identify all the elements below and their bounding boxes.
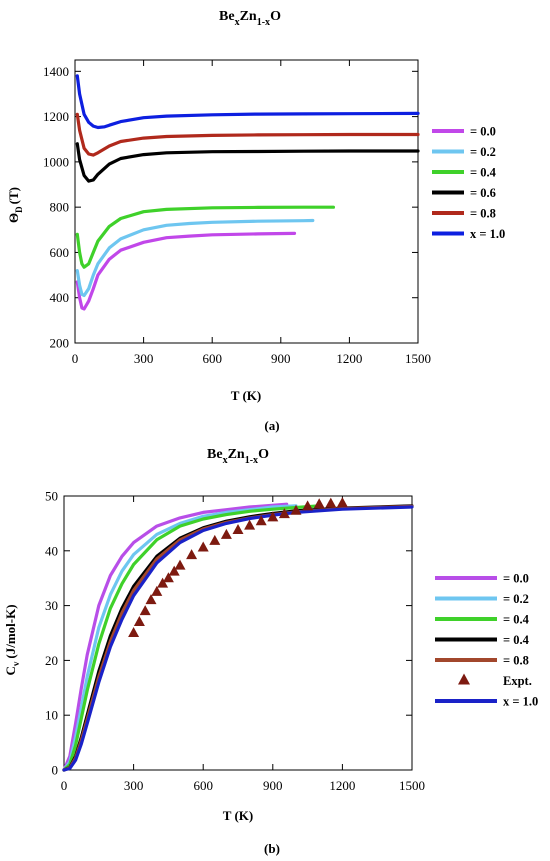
chart-a-y-axis: 200 400 600 800 1000 1200 1400 [43,64,418,351]
y-tick-label: 50 [45,489,58,504]
chart-a-x-axis-title: T (K) [231,388,261,403]
x-tick-label: 1200 [329,778,355,793]
expt-point [290,504,302,515]
x-tick-label: 1500 [405,351,431,366]
series-line-5 [62,505,414,772]
legend-label-4: = 0.8 [503,654,529,668]
chart-b-title: BexZn1-xO [207,447,269,466]
legend-label-1: = 0.2 [470,145,496,159]
legend-label-6: x = 1.0 [503,695,538,709]
y-tick-label: 10 [45,708,58,723]
legend-label-3: = 0.4 [503,633,530,647]
x-tick-label: 300 [134,351,154,366]
series-line-4 [62,504,414,772]
expt-point [139,605,151,616]
expt-point [186,549,198,560]
legend-label-1: = 0.2 [503,592,529,606]
legend-label-5: x = 1.0 [470,227,505,241]
y-tick-label: 1000 [43,154,69,169]
legend-marker-5 [458,673,470,685]
expt-point [244,519,256,530]
series-line-2 [62,504,321,772]
y-tick-label: 600 [50,245,70,260]
x-tick-label: 0 [61,778,68,793]
expt-point [197,541,209,552]
y-tick-label: 30 [45,598,58,613]
expt-point [145,594,157,605]
y-tick-label: 0 [52,763,59,778]
expt-point [278,508,290,519]
expt-point [168,565,180,576]
expt-point [313,498,325,509]
chart-b-y-axis: 0 10 20 30 40 50 [45,489,412,778]
chart-b-expt-points [128,497,348,637]
chart-b-plot-frame [63,495,413,771]
x-tick-label: 0 [72,351,79,366]
y-tick-label: 200 [50,336,70,351]
y-tick-label: 40 [45,543,58,558]
chart-a-title: BexZn1-xO [219,9,281,28]
x-tick-label: 300 [124,778,144,793]
panel-b-label: (b) [264,841,280,856]
x-tick-label: 1200 [336,351,362,366]
series-line-2 [75,205,335,269]
series-line-4 [75,112,420,157]
legend-label-0: = 0.0 [470,125,496,139]
x-tick-label: 1500 [399,778,425,793]
series-line-5 [75,74,420,130]
expt-point [133,616,145,627]
legend-label-0: = 0.0 [503,572,529,586]
series-line-0 [62,502,289,772]
expt-point [325,497,337,508]
chart-a-legend: = 0.0 = 0.2 = 0.4 = 0.6 = 0.8 x = 1.0 [432,125,505,241]
x-tick-label: 900 [271,351,291,366]
expt-point [336,497,348,508]
y-tick-label: 400 [50,290,70,305]
legend-label-2: = 0.4 [503,613,530,627]
panel-a-chart: BexZn1-xO 0 300 600 900 1200 1500 200 400 600 80… [6,9,505,433]
legend-label-5: Expt. [503,674,532,688]
x-tick-label: 600 [193,778,213,793]
x-tick-label: 900 [263,778,283,793]
expt-point [302,500,314,511]
chart-a-plot-frame [74,59,419,344]
chart-b-y-axis-title: Cv(J/mol-K) [3,604,21,675]
y-tick-label: 20 [45,653,58,668]
expt-point [232,523,244,534]
chart-a-x-axis: 0 300 600 900 1200 1500 [72,60,431,366]
series-line-3 [62,504,414,772]
chart-a-series-group [75,74,420,311]
panel-a-label: (a) [264,418,279,433]
legend-label-4: = 0.8 [470,207,496,221]
chart-b-x-axis-title: T (K) [223,808,253,823]
series-line-0 [75,231,297,311]
expt-point [157,577,169,588]
chart-b-series-group [62,502,414,772]
expt-point [174,559,186,570]
chart-a-y-axis-title: ΘD(T) [6,187,24,223]
chart-b-legend: = 0.0 = 0.2 = 0.4 = 0.4 = 0.8 Expt. x = 1.0 [435,572,538,709]
x-tick-label: 600 [202,351,222,366]
expt-point [267,511,279,522]
y-tick-label: 1200 [43,109,69,124]
series-line-1 [62,504,298,772]
series-line-3 [75,142,420,183]
expt-point [128,627,140,637]
y-tick-label: 1400 [43,64,69,79]
expt-point [151,585,163,596]
expt-point [209,534,221,545]
chart-b-x-axis: 0 300 600 900 1200 1500 [61,496,425,793]
series-line-1 [75,218,315,298]
legend-label-3: = 0.6 [470,186,496,200]
panel-b-chart: BexZn1-xO 0 300 600 900 1200 1500 0 10 20 30 40 50… [3,447,538,856]
expt-point [220,528,232,539]
y-tick-label: 800 [50,200,70,215]
legend-label-2: = 0.4 [470,166,497,180]
expt-point [162,572,174,583]
expt-point [255,515,267,526]
